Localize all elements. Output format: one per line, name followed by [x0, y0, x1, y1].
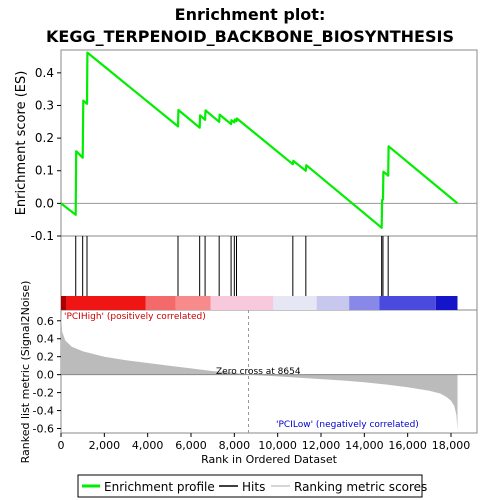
x-tick-label: 0: [58, 439, 65, 452]
x-tick-label: 8,000: [219, 439, 251, 452]
metric-y-tick-label: 0.6: [37, 315, 55, 328]
pci-low-label: 'PCILow' (negatively correlated): [276, 420, 419, 430]
legend-box: [77, 474, 423, 498]
es-y-tick-label: 0.3: [35, 98, 54, 112]
rank-color-segment: [210, 296, 274, 310]
enrichment-profile-line: [60, 51, 459, 229]
es-y-tick-label: -0.1: [31, 229, 54, 243]
metric-y-tick-label: -0.6: [33, 423, 54, 436]
x-axis-label: Rank in Ordered Dataset: [201, 453, 338, 466]
x-tick-label: 14,000: [345, 439, 384, 452]
ranking-metric-area: [61, 311, 458, 431]
es-y-tick-label: 0.1: [35, 164, 54, 178]
x-tick-label: 10,000: [258, 439, 297, 452]
rank-color-segment: [435, 296, 458, 310]
legend-metric-label: Ranking metric scores: [294, 480, 427, 494]
chart-title-line1: Enrichment plot:: [175, 5, 326, 24]
x-tick-label: 18,000: [432, 439, 471, 452]
metric-layer: -0.6 -0.4 -0.2 0.0 0.2 0.4 0.6 0 2,000 4,000 6,000…: [33, 310, 477, 452]
es-axis-label: Enrichment score (ES): [14, 71, 29, 216]
es-y-tick-label: 0.4: [35, 66, 54, 80]
es-panel-frame: [60, 49, 478, 237]
rank-color-segment: [273, 296, 317, 310]
metric-y-tick-label: -0.2: [33, 387, 54, 400]
legend-profile-label: Enrichment profile: [104, 480, 215, 494]
es-y-tick-label: 0.0: [35, 196, 54, 210]
rank-color-segment: [175, 296, 211, 310]
hits-layer: [61, 236, 458, 310]
es-layer: -0.1 0.0 0.1 0.2 0.3 0.4: [31, 51, 477, 243]
x-tick-label: 4,000: [132, 439, 164, 452]
rank-color-segment: [145, 296, 176, 310]
x-tick-label: 16,000: [388, 439, 427, 452]
metric-y-tick-label: 0.0: [37, 369, 55, 382]
es-y-tick-label: 0.2: [35, 131, 54, 145]
metric-axis-label: Ranked list metric (Signal2Noise): [19, 281, 32, 464]
x-tick-label: 2,000: [89, 439, 121, 452]
rank-color-segment: [379, 296, 436, 310]
x-tick-label: 6,000: [175, 439, 207, 452]
metric-y-tick-label: -0.4: [33, 405, 54, 418]
pci-high-label: 'PCIHigh' (positively correlated): [64, 312, 206, 322]
rank-color-segment: [316, 296, 350, 310]
chart-title-line2: KEGG_TERPENOID_BACKBONE_BIOSYNTHESIS: [46, 27, 454, 46]
metric-y-tick-label: 0.2: [37, 351, 55, 364]
legend-hits-label: Hits: [242, 480, 265, 494]
x-tick-label: 12,000: [302, 439, 341, 452]
metric-y-tick-label: 0.4: [37, 333, 55, 346]
legend: Enrichment profile Hits Ranking metric s…: [77, 474, 427, 498]
zero-cross-label: Zero cross at 8654: [216, 367, 301, 377]
rank-color-segment: [61, 296, 146, 310]
rank-color-segment: [349, 296, 380, 310]
rank-color-segment: [61, 296, 66, 310]
